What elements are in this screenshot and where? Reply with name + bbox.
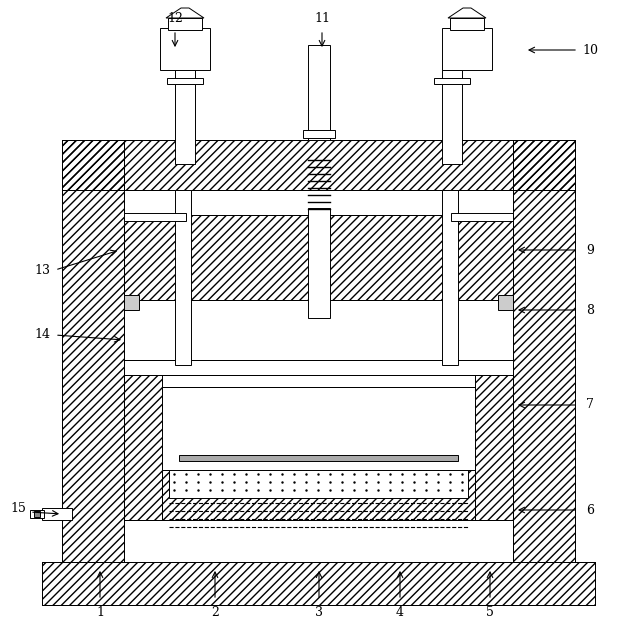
Text: 3: 3 (315, 606, 323, 618)
Bar (162, 470, 475, 520)
Bar (167, 78, 203, 84)
Bar (124, 375, 162, 520)
Text: 13: 13 (34, 264, 50, 276)
Text: 4: 4 (396, 606, 404, 618)
Bar (124, 213, 186, 221)
Bar (308, 45, 330, 140)
Bar (162, 470, 475, 520)
Bar (124, 295, 139, 310)
Bar (451, 213, 513, 221)
Text: 8: 8 (586, 304, 594, 317)
Text: 5: 5 (486, 606, 494, 618)
Bar (513, 140, 575, 562)
Text: 11: 11 (314, 11, 330, 25)
Bar (124, 215, 513, 300)
Bar (42, 562, 595, 605)
Bar (124, 300, 513, 360)
Text: 15: 15 (10, 502, 26, 514)
Bar (179, 455, 458, 461)
Bar (434, 78, 470, 84)
Bar (169, 470, 468, 498)
Text: 6: 6 (586, 504, 594, 517)
Bar (62, 140, 124, 562)
Bar (124, 375, 162, 520)
Bar (30, 510, 44, 518)
Bar (162, 470, 475, 520)
Text: 12: 12 (167, 11, 183, 25)
Bar (475, 375, 513, 520)
Bar (442, 28, 492, 70)
Bar (162, 387, 475, 470)
Polygon shape (166, 8, 204, 18)
Bar (124, 375, 162, 520)
Bar (475, 375, 513, 520)
Text: 1: 1 (96, 606, 104, 618)
Bar (513, 140, 575, 562)
Text: 9: 9 (586, 244, 594, 256)
Bar (42, 562, 595, 605)
Text: 14: 14 (34, 329, 50, 341)
Text: 2: 2 (211, 606, 219, 618)
Text: 7: 7 (586, 399, 594, 411)
Bar (62, 140, 575, 190)
Bar (62, 140, 124, 562)
Bar (442, 70, 462, 80)
Bar (62, 140, 124, 562)
Text: 10: 10 (582, 44, 598, 57)
Bar (62, 140, 575, 190)
Bar (160, 28, 210, 70)
Bar (175, 70, 195, 80)
Bar (62, 140, 575, 190)
Bar (175, 58, 195, 140)
Bar (124, 215, 513, 300)
Bar (175, 190, 191, 365)
Bar (34, 511, 40, 517)
Bar (475, 375, 513, 520)
Bar (308, 208, 330, 318)
Bar (42, 562, 595, 605)
Bar (513, 140, 575, 562)
Bar (175, 84, 195, 164)
Bar (42, 508, 72, 520)
Bar (498, 295, 513, 310)
Bar (168, 18, 202, 30)
Bar (303, 130, 335, 138)
Bar (442, 84, 462, 164)
Bar (124, 215, 513, 300)
Bar (450, 18, 484, 30)
Bar (162, 375, 475, 387)
Bar (442, 190, 458, 365)
Polygon shape (448, 8, 486, 18)
